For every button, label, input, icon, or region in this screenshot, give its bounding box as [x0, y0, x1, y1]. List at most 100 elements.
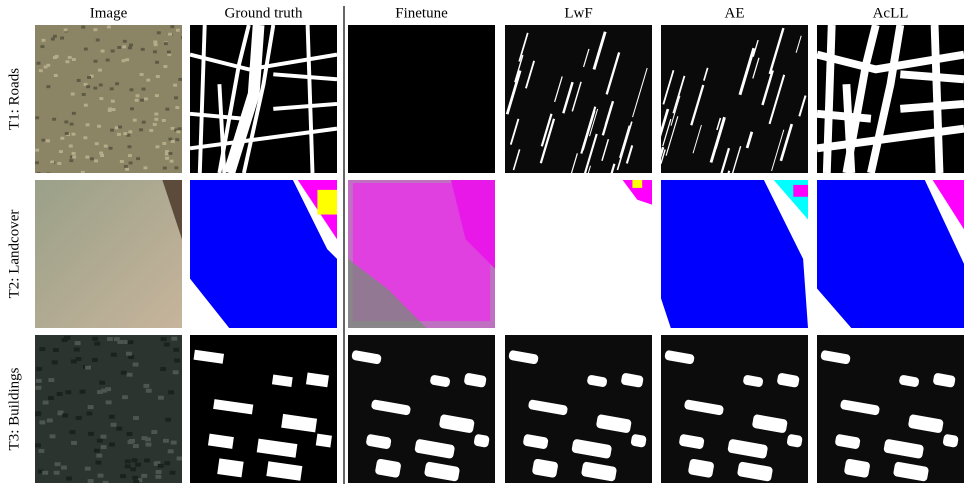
- texture: [83, 103, 88, 107]
- streak: [583, 133, 598, 173]
- texture: [132, 444, 139, 448]
- streak: [731, 145, 742, 173]
- texture: [170, 25, 175, 29]
- texture: [98, 83, 103, 87]
- tile: [505, 335, 652, 483]
- texture: [124, 464, 131, 469]
- tile: [505, 180, 652, 328]
- texture: [94, 341, 101, 346]
- tile: [35, 180, 182, 328]
- streak: [540, 113, 553, 147]
- texture: [94, 142, 99, 146]
- streak: [665, 116, 679, 156]
- texture: [53, 74, 58, 77]
- texture: [60, 136, 65, 140]
- road: [223, 25, 265, 173]
- texture: [97, 473, 104, 478]
- building: [840, 399, 880, 416]
- texture: [35, 116, 40, 120]
- texture: [87, 405, 94, 410]
- texture: [69, 159, 74, 163]
- texture: [168, 32, 173, 36]
- water: [190, 180, 337, 328]
- texture: [71, 440, 77, 445]
- texture: [162, 142, 167, 145]
- texture: [53, 470, 60, 475]
- texture: [139, 72, 144, 76]
- road: [273, 72, 337, 82]
- texture: [110, 49, 115, 53]
- texture: [50, 37, 55, 41]
- streak: [798, 95, 807, 117]
- texture: [117, 339, 124, 344]
- texture: [97, 390, 103, 395]
- texture: [168, 137, 173, 141]
- texture: [123, 340, 130, 344]
- texture: [152, 122, 157, 126]
- streak: [703, 67, 709, 81]
- tile: [348, 25, 495, 173]
- texture: [167, 449, 174, 454]
- texture: [149, 128, 154, 132]
- texture: [120, 370, 127, 375]
- column-header: LwF: [564, 5, 592, 21]
- building: [366, 434, 392, 449]
- texture: [99, 151, 104, 155]
- streak: [587, 165, 591, 173]
- photo: [35, 335, 182, 483]
- texture: [108, 107, 113, 111]
- building: [679, 434, 705, 449]
- texture: [35, 385, 42, 390]
- texture: [91, 357, 98, 362]
- texture: [160, 337, 167, 342]
- texture: [89, 157, 94, 161]
- building: [630, 434, 647, 448]
- building: [375, 458, 401, 478]
- texture: [135, 94, 140, 98]
- texture: [170, 140, 175, 144]
- building: [908, 414, 944, 433]
- texture: [36, 366, 43, 371]
- streak: [690, 84, 705, 126]
- texture: [141, 436, 148, 441]
- texture: [69, 122, 74, 126]
- texture: [110, 352, 117, 357]
- building: [207, 433, 234, 449]
- texture: [170, 126, 175, 130]
- streak: [662, 70, 675, 105]
- texture: [35, 412, 41, 417]
- road: [899, 70, 964, 84]
- texture: [130, 467, 137, 472]
- column-header: Ground truth: [225, 5, 303, 21]
- texture: [95, 38, 100, 42]
- road: [217, 25, 251, 173]
- texture: [132, 475, 139, 480]
- texture: [75, 415, 82, 420]
- texture: [155, 474, 162, 479]
- texture: [81, 92, 86, 96]
- texture: [51, 360, 58, 365]
- building: [777, 373, 800, 388]
- building: [439, 414, 475, 433]
- texture: [42, 400, 49, 405]
- building: [844, 458, 870, 478]
- streak: [752, 57, 760, 79]
- texture: [60, 36, 64, 40]
- texture: [52, 117, 57, 121]
- texture: [163, 342, 170, 347]
- texture: [84, 466, 91, 471]
- texture: [127, 154, 132, 158]
- texture: [155, 469, 162, 474]
- texture: [70, 359, 77, 364]
- texture: [177, 127, 182, 131]
- texture: [146, 78, 151, 82]
- texture: [103, 144, 108, 148]
- texture: [113, 337, 120, 342]
- texture: [75, 357, 82, 361]
- texture: [107, 108, 112, 112]
- streak: [619, 125, 630, 159]
- building: [508, 350, 539, 365]
- road: [273, 101, 337, 111]
- road: [930, 25, 944, 173]
- texture: [143, 383, 150, 388]
